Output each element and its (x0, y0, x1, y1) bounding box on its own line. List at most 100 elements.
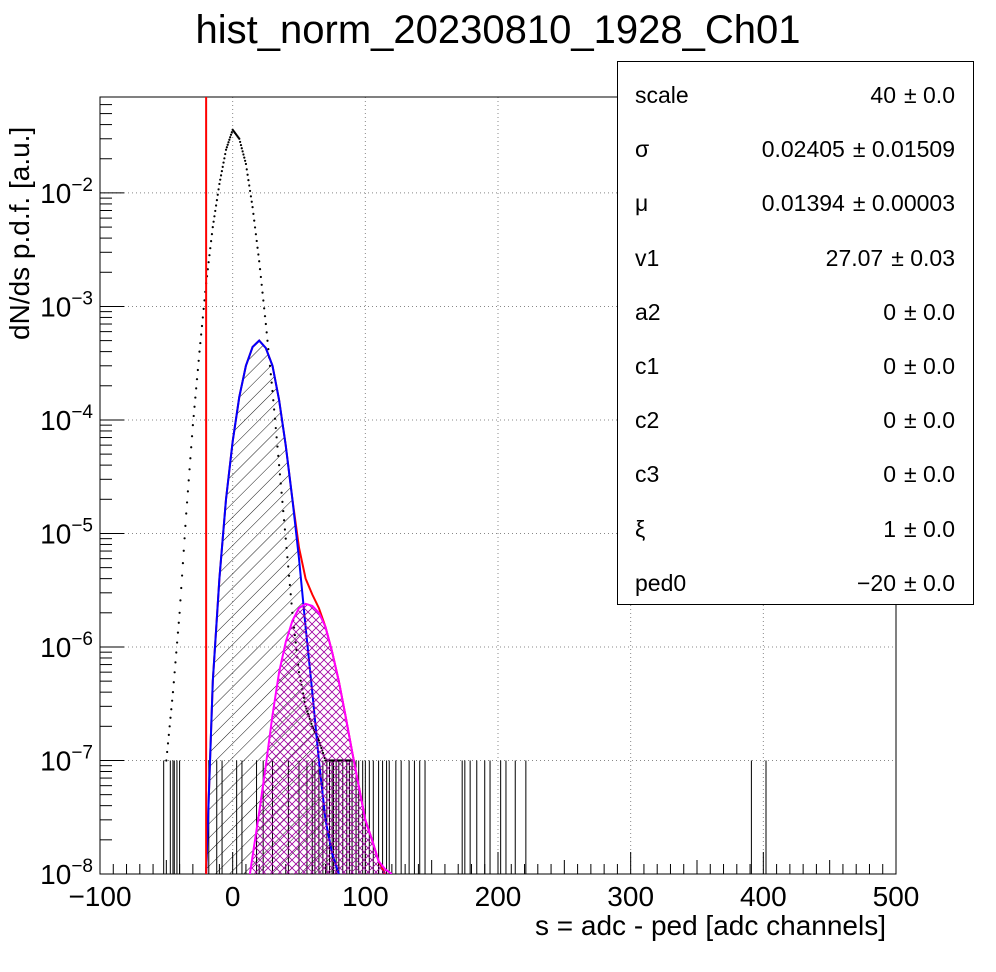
data-point (257, 253, 260, 256)
data-point (238, 137, 241, 140)
data-point (200, 324, 204, 328)
fit-parameter-value: 40 ± 0.0 (870, 82, 955, 109)
data-point (210, 233, 214, 236)
y-tick-label: 10−6 (40, 629, 93, 663)
fit-parameter-row: c1 0 ± 0.0 (618, 337, 973, 391)
y-axis-label: dN/ds p.d.f. [a.u.] (4, 126, 35, 340)
data-point (189, 457, 192, 460)
parameter-error: ± 0.01509 (852, 136, 955, 163)
data-point (194, 396, 197, 399)
data-point (221, 165, 224, 168)
data-point (188, 468, 191, 471)
fit-parameter-value: 27.07 ± 0.03 (826, 245, 955, 272)
parameter-error: ± 0.00003 (852, 190, 955, 217)
parameter-error: ± 0.0 (904, 569, 955, 596)
data-point (212, 220, 215, 223)
x-tick-label: 500 (873, 881, 920, 912)
data-point (214, 204, 218, 207)
data-point (230, 131, 233, 134)
fit-parameter-row: σ 0.02405 ± 0.01509 (618, 120, 973, 174)
data-point (253, 219, 256, 222)
data-point (184, 524, 187, 527)
fit-parameter-value: 0 ± 0.0 (883, 407, 955, 434)
data-point (175, 651, 178, 654)
fit-parameter-value: 1 ± 0.0 (883, 516, 955, 543)
parameter-error: ± 0.0 (904, 82, 955, 108)
parameter-error: ± 0.0 (904, 515, 955, 542)
fit-parameter-row: v1 27.07 ± 0.03 (618, 229, 973, 283)
chart-title: hist_norm_20230810_1928_Ch01 (195, 8, 801, 52)
data-point (180, 586, 183, 590)
data-point (210, 240, 213, 243)
fit-parameter-row: c2 0 ± 0.0 (618, 391, 973, 445)
data-point (169, 716, 172, 719)
data-point (215, 199, 219, 202)
data-point (166, 750, 169, 754)
data-point (246, 173, 249, 176)
data-point (219, 178, 222, 181)
data-point (186, 490, 189, 493)
data-point (262, 299, 265, 302)
data-point (187, 479, 190, 482)
data-point (208, 254, 211, 257)
parameter-value: −20 (856, 569, 896, 596)
data-point (228, 138, 231, 141)
data-point (185, 512, 188, 515)
data-point (207, 261, 210, 264)
fit-parameter-value: 0 ± 0.0 (883, 299, 955, 326)
fit-parameter-value: 0 ± 0.0 (883, 461, 955, 488)
data-point (226, 143, 229, 146)
data-point (260, 283, 263, 286)
data-point (251, 206, 254, 209)
data-point (249, 195, 253, 198)
plot-marks (163, 97, 767, 874)
data-point (170, 708, 173, 711)
data-point (171, 691, 175, 694)
data-point (229, 136, 232, 139)
parameter-value: 0 (883, 353, 896, 379)
parameter-error: ± 0.0 (904, 353, 955, 379)
y-tick-label: 10−5 (40, 515, 93, 549)
data-point (267, 348, 270, 351)
data-point (195, 387, 198, 390)
x-tick-label: 300 (607, 881, 654, 912)
fit-parameter-name: c1 (635, 353, 660, 379)
y-tick-label: 10−8 (40, 856, 93, 890)
data-point (211, 225, 214, 229)
fit-parameter-name: c3 (635, 461, 660, 488)
data-point (261, 291, 264, 294)
data-point (217, 188, 220, 191)
parameter-error: ± 0.0 (904, 461, 955, 488)
data-point (191, 424, 194, 427)
data-point (248, 184, 251, 187)
parameter-value: 0 (883, 298, 896, 325)
data-point (241, 150, 244, 153)
fit-parameter-name: c2 (635, 407, 660, 434)
fit-parameter-row: ξ 1 ± 0.0 (618, 500, 973, 554)
fit-parameters-box: scale 40 ± 0.0 σ 0.02405 ± 0.01509 μ 0.01394 ± 0… (617, 61, 974, 605)
data-point (199, 341, 202, 345)
data-point (198, 350, 201, 353)
x-tick-label: 400 (740, 881, 787, 912)
data-point (224, 148, 228, 151)
data-point (214, 209, 217, 213)
data-point (243, 156, 246, 159)
data-point (178, 611, 181, 614)
data-point (263, 315, 267, 318)
data-point (213, 215, 216, 218)
data-point (216, 193, 219, 196)
data-point (192, 414, 195, 418)
data-point (166, 742, 170, 745)
data-point (263, 307, 266, 310)
data-point (254, 233, 257, 236)
x-axis-label: s = adc - ped [adc channels] (535, 910, 886, 941)
data-point (255, 239, 258, 243)
data-point (244, 162, 248, 166)
series-fill-area (249, 603, 392, 874)
fit-parameter-value: 0 ± 0.0 (883, 353, 955, 380)
data-point (168, 725, 171, 728)
x-tick-label: −100 (68, 881, 131, 912)
fit-parameter-value: 0.01394 ± 0.00003 (762, 190, 955, 217)
data-point (190, 446, 193, 449)
